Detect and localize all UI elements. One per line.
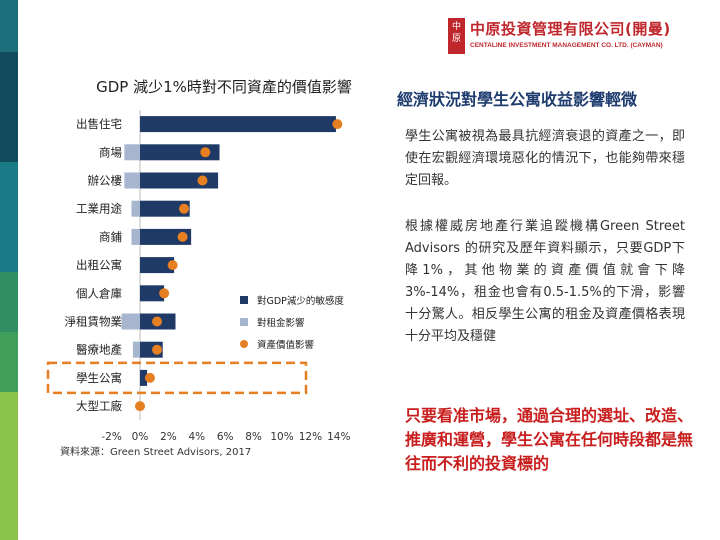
asset-value-dot: [167, 260, 178, 271]
rent-bar: [131, 200, 140, 217]
paragraph-intro: 學生公寓被視為最具抗經濟衰退的資產之一，即使在宏觀經濟環境惡化的情況下，也能夠帶…: [405, 129, 685, 188]
category-label: 商鋪: [99, 230, 122, 244]
asset-value-dot: [179, 203, 190, 214]
legend-label: 對租金影響: [257, 317, 305, 329]
x-tick-label: 8%: [245, 431, 262, 440]
company-logo-badge: 中原: [448, 18, 465, 54]
band-segment: [0, 332, 18, 392]
category-label: 學生公寓: [76, 371, 122, 385]
sensitivity-bar: [140, 369, 148, 386]
legend-label: 資產價值影響: [257, 339, 315, 351]
legend-swatch: [240, 340, 248, 348]
asset-value-dot: [159, 288, 170, 299]
chart-title: GDP 減少1%時對不同資產的價值影響: [96, 78, 352, 96]
rent-bar: [124, 144, 140, 161]
category-label: 大型工廠: [76, 399, 122, 413]
rent-bar: [121, 313, 140, 330]
category-label: 商場: [99, 145, 122, 159]
sensitivity-bar: [140, 285, 165, 302]
category-label: 工業用途: [76, 202, 122, 216]
asset-value-dot: [135, 401, 145, 412]
data-source: 資料來源：Green Street Advisors, 2017: [60, 447, 252, 458]
asset-value-dot: [177, 231, 188, 242]
x-tick-label: 14%: [327, 431, 350, 440]
asset-value-dot: [332, 119, 343, 130]
x-tick-label: 10%: [270, 431, 293, 440]
sensitivity-bar: [140, 116, 336, 133]
legend-swatch: [240, 318, 248, 326]
paragraph-research: 根據權威房地產行業追蹤機構Green Street Advisors 的研究及歷…: [405, 219, 685, 344]
band-segment: [0, 272, 18, 332]
highlight-conclusion: 只要看准市場，通過合理的選址、改造、推廣和運營，學生公寓在任何時段都是無往而不利…: [405, 406, 694, 473]
section-title: 經濟狀況對學生公寓收益影響輕微: [397, 90, 638, 109]
asset-value-dot: [197, 175, 208, 186]
company-name-en: CENTALINE INVESTMENT MANAGEMENT CO. LTD.…: [470, 42, 663, 49]
category-label: 個人倉庫: [76, 286, 122, 300]
rent-bar: [124, 172, 140, 189]
x-tick-label: 6%: [217, 431, 234, 440]
band-segment: [0, 0, 18, 52]
x-tick-label: 0%: [132, 431, 149, 440]
company-name-cn: 中原投資管理有限公司(開曼): [470, 20, 671, 38]
asset-impact-chart: 出售住宅商場辦公樓工業用途商鋪出租公寓個人倉庫淨租賃物業醫療地產學生公寓大型工廠…: [46, 110, 350, 440]
x-tick-label: 4%: [188, 431, 205, 440]
rent-bar: [132, 341, 140, 358]
category-label: 出售住宅: [76, 117, 122, 131]
category-label: 出租公寓: [76, 258, 122, 272]
highlight-box: [46, 361, 308, 395]
asset-value-dot: [152, 316, 163, 327]
category-label: 醫療地產: [76, 343, 122, 357]
band-segment: [0, 392, 18, 540]
asset-value-dot: [200, 147, 211, 158]
asset-value-dot: [144, 372, 155, 383]
legend-swatch: [240, 296, 248, 304]
sensitivity-bar: [140, 228, 192, 245]
category-label: 淨租賃物業: [65, 315, 123, 329]
sensitivity-bar: [140, 200, 190, 217]
band-segment: [0, 52, 18, 162]
legend-label: 對GDP減少的敏感度: [257, 295, 344, 307]
x-tick-label: 2%: [160, 431, 177, 440]
x-tick-label: 12%: [299, 431, 322, 440]
category-label: 辦公樓: [88, 174, 123, 188]
band-segment: [0, 162, 18, 272]
asset-value-dot: [152, 344, 163, 355]
x-tick-label: -2%: [101, 431, 121, 440]
sensitivity-bar: [140, 172, 219, 189]
sensitivity-bar: [140, 257, 175, 274]
sensitivity-bar: [140, 144, 220, 161]
rent-bar: [131, 228, 140, 245]
